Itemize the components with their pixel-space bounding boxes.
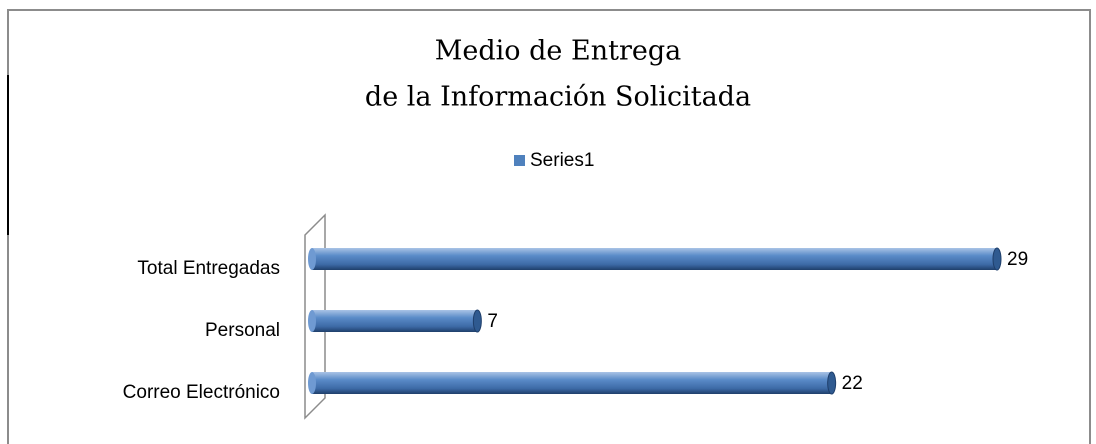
category-label: Personal: [205, 320, 280, 341]
bar: [312, 248, 997, 270]
data-label: 22: [842, 373, 863, 394]
legend-swatch: [514, 155, 525, 166]
bar: [312, 310, 478, 332]
bar-start-cap: [308, 248, 316, 270]
category-label: Total Entregadas: [137, 258, 280, 279]
data-label: 29: [1007, 249, 1028, 270]
bar-end-cap: [827, 371, 837, 395]
category-label: Correo Electrónico: [123, 382, 280, 403]
legend-label: Series1: [530, 150, 594, 171]
data-label: 7: [487, 311, 498, 332]
bar-end-cap: [992, 247, 1002, 271]
chart-title: Medio de Entrega: [435, 36, 681, 67]
bar-end-cap: [472, 309, 482, 333]
bar-start-cap: [308, 372, 316, 394]
bar: [312, 372, 832, 394]
bar-start-cap: [308, 310, 316, 332]
chart-title: de la Información Solicitada: [365, 82, 751, 113]
